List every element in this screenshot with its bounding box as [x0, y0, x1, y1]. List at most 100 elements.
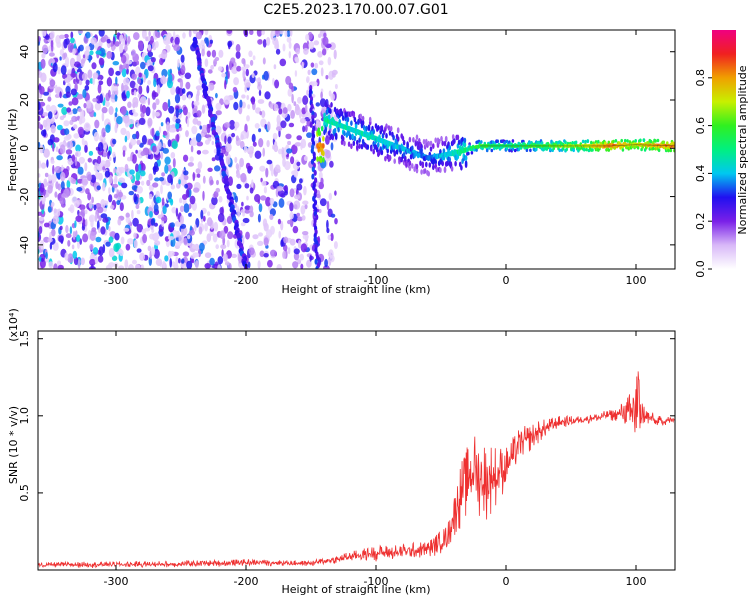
spectrogram-speckle	[136, 223, 143, 233]
spectrogram-speckle	[38, 71, 43, 78]
spectrogram-band-cell	[529, 148, 532, 153]
spectrogram-speckle	[240, 140, 245, 149]
spectrogram-speckle	[108, 89, 111, 98]
spectrogram-speckle	[140, 264, 145, 269]
spectrogram-speckle	[198, 226, 203, 235]
spectrogram-speckle	[47, 139, 54, 146]
spectrogram-band-cell	[429, 140, 433, 147]
spectrogram-speckle	[206, 124, 211, 134]
snr-background	[38, 331, 675, 570]
spectrogram-speckle	[146, 179, 151, 187]
spectrogram-speckle	[102, 217, 109, 223]
spectrogram-speckle	[104, 159, 111, 168]
spectrogram-speckle	[251, 179, 254, 189]
spectrogram-speckle	[76, 53, 81, 63]
spectrogram-speckle	[42, 112, 49, 117]
spectrogram-speckle	[313, 40, 320, 46]
spectrogram-speckle	[258, 203, 263, 213]
spectrogram-speckle	[64, 252, 69, 261]
spectrogram-speckle	[41, 257, 44, 262]
spectrogram-speckle	[148, 30, 151, 37]
spectrogram-speckle	[300, 138, 307, 149]
spectrogram-speckle	[226, 30, 233, 34]
spectrogram-speckle	[75, 150, 81, 157]
spectrogram-speckle	[223, 95, 231, 105]
spectrogram-speckle	[97, 206, 104, 214]
spectrogram-speckle	[311, 81, 318, 87]
spectrogram-band-cell	[322, 150, 325, 157]
spectrogram-speckle	[170, 184, 175, 190]
spectrogram-speckle	[288, 122, 295, 128]
spectrogram-speckle	[171, 140, 178, 150]
spectrogram-band-cell	[393, 151, 397, 157]
spectrogram-speckle	[126, 68, 129, 75]
spectrogram-speckle	[72, 250, 78, 259]
spectrogram-speckle	[265, 196, 272, 207]
spectrogram-speckle	[261, 180, 267, 187]
spectrogram-speckle	[116, 116, 123, 125]
spectrogram-speckle	[94, 256, 99, 265]
spectrogram-speckle	[119, 202, 124, 212]
spectrogram-speckle	[196, 110, 202, 118]
spectrogram-speckle	[169, 258, 172, 268]
spectrogram-speckle	[119, 34, 124, 42]
spectrogram-speckle	[247, 261, 251, 269]
spectrogram-speckle	[263, 237, 269, 247]
spectrogram-speckle	[200, 39, 205, 47]
spectrogram-speckle	[122, 150, 126, 157]
spectrogram-speckle	[217, 264, 221, 269]
spectrogram-speckle	[328, 192, 332, 201]
spectrogram-speckle	[114, 94, 118, 102]
spectrogram-y-label: Frequency (Hz)	[6, 109, 19, 192]
spectrogram-speckle	[49, 79, 56, 87]
spectrogram-speckle	[318, 171, 323, 180]
spectrogram-speckle	[151, 145, 157, 153]
spectrogram-speckle	[65, 233, 72, 239]
spectrogram-speckle	[83, 102, 87, 109]
spectrogram-speckle	[247, 165, 253, 171]
spectrogram-band-cell	[464, 160, 468, 166]
spectrogram-band-cell	[460, 165, 463, 171]
spectrogram-speckle	[56, 155, 63, 161]
spectrogram-speckle	[119, 43, 124, 54]
spectrogram-speckle	[259, 111, 263, 116]
spectrogram-band-cell	[535, 147, 538, 152]
spectrogram-speckle	[256, 30, 262, 37]
spectrogram-band-cell	[322, 157, 325, 163]
spectrogram-band-cell	[496, 139, 500, 143]
spectrogram-speckle	[272, 37, 279, 46]
spectrogram-speckle	[211, 140, 214, 146]
spectrogram-speckle	[209, 39, 213, 44]
spectrogram-speckle	[226, 216, 233, 224]
spectrogram-band-cell	[609, 146, 613, 151]
spectrogram-band-cell	[597, 139, 600, 144]
spectrogram-speckle	[136, 248, 142, 253]
spectrogram-speckle	[175, 86, 181, 95]
snr-frame	[37, 330, 676, 571]
spectrogram-band-cell	[333, 127, 337, 134]
spectrogram-speckle	[87, 157, 93, 163]
snr-x-tick-label: -100	[364, 575, 389, 588]
spectrogram-speckle	[137, 93, 141, 98]
spectrogram-speckle	[289, 211, 294, 220]
spectrogram-speckle	[167, 236, 175, 241]
spectrogram-speckle	[257, 99, 265, 104]
spectrogram-band-cell	[329, 108, 332, 114]
spectrogram-speckle	[325, 135, 330, 145]
spectrogram-speckle	[274, 30, 281, 37]
spectrogram-speckle	[191, 244, 198, 249]
spectrogram-streak-cell	[311, 173, 315, 180]
spectrogram-speckle	[175, 207, 179, 217]
spectrogram-speckle	[258, 232, 263, 237]
spectrogram-speckle	[221, 146, 226, 155]
spectrogram-speckle	[167, 98, 171, 108]
spectrogram-speckle	[70, 37, 75, 44]
spectrogram-speckle	[102, 182, 106, 192]
spectrogram-speckle	[217, 66, 223, 72]
spectrogram-speckle	[44, 35, 50, 40]
spectrogram-speckle	[261, 110, 266, 118]
spectrogram-speckle	[213, 221, 219, 232]
spectrogram-speckle	[72, 230, 76, 240]
spectrogram-speckle	[297, 239, 302, 249]
spectrogram-speckle	[81, 225, 85, 231]
